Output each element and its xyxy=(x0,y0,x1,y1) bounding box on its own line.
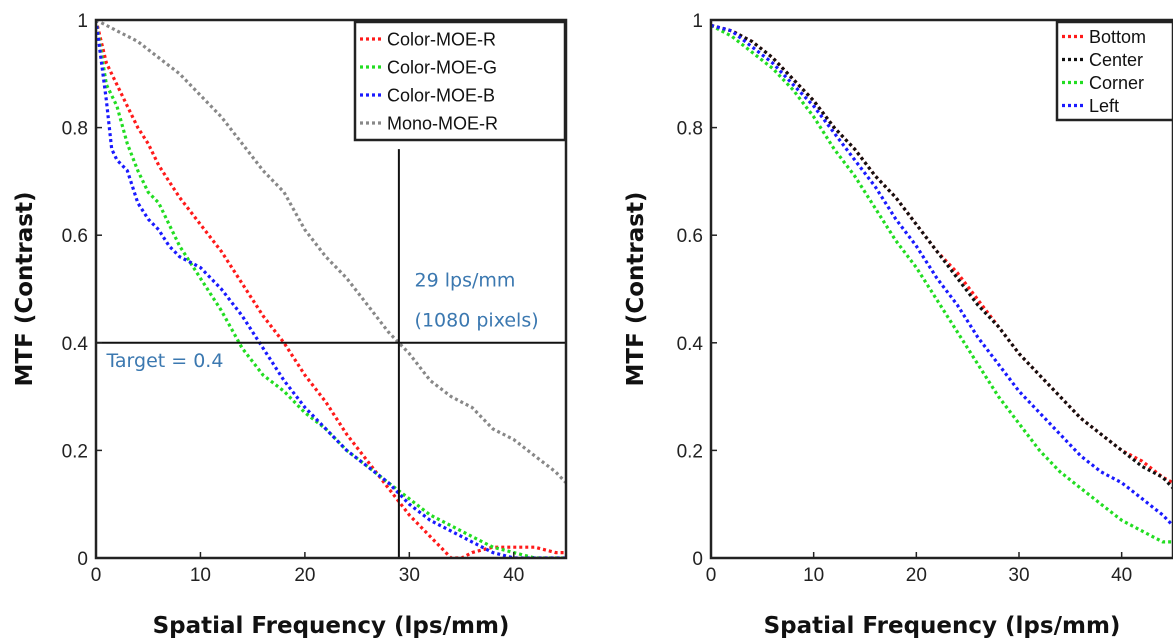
y-tick-label: 0 xyxy=(77,549,88,570)
annotation-label: (1080 pixels) xyxy=(415,310,539,332)
x-tick-label: 20 xyxy=(294,565,315,586)
y-tick-label: 0.4 xyxy=(62,334,89,355)
y-tick-label: 0.8 xyxy=(677,119,703,140)
y-tick-label: 0.4 xyxy=(677,334,704,355)
legend-label: Center xyxy=(1089,50,1143,70)
series-line-color-moe-r xyxy=(96,20,566,558)
series-line-mono-moe-r xyxy=(96,20,566,484)
series-line-left xyxy=(711,23,1173,527)
x-tick-label: 20 xyxy=(906,565,927,586)
x-tick-label: 30 xyxy=(1008,565,1029,586)
y-tick-label: 1 xyxy=(692,11,703,32)
y-tick-label: 0.8 xyxy=(62,119,88,140)
x-tick-label: 10 xyxy=(190,565,211,586)
y-axis-title-right: MTF (Contrast) xyxy=(623,192,649,387)
annotation-label: 29 lps/mm xyxy=(415,269,516,291)
x-tick-label: 0 xyxy=(706,565,717,586)
legend-label: Bottom xyxy=(1089,27,1146,47)
y-axis-title-left: MTF (Contrast) xyxy=(12,192,38,387)
legend-right: Bottom Center Corner Left xyxy=(1055,20,1173,122)
legend-label: Color-MOE-B xyxy=(387,86,495,106)
x-tick-label: 30 xyxy=(399,565,420,586)
y-tick-label: 0 xyxy=(692,549,703,570)
plot-frame xyxy=(94,18,568,560)
legend-left: Color-MOE-R Color-MOE-G Color-MOE-B Mono-MO… xyxy=(353,20,567,142)
x-tick-label: 40 xyxy=(1111,565,1132,586)
y-tick-label: 0.2 xyxy=(62,441,88,462)
chart-right: 0 10 20 30 40 0 0.2 0.4 0.6 0.8 1 Bottom Center Corn… xyxy=(623,11,1173,639)
x-tick-label: 10 xyxy=(803,565,824,586)
y-tick-label: 0.2 xyxy=(677,441,703,462)
legend-label: Mono-MOE-R xyxy=(387,114,498,134)
annotation-label: Target = 0.4 xyxy=(105,350,223,372)
x-tick-label: 0 xyxy=(91,565,102,586)
legend-label: Color-MOE-G xyxy=(387,58,497,78)
legend-box xyxy=(353,20,567,142)
y-tick-label: 1 xyxy=(77,11,88,32)
y-tick-label: 0.6 xyxy=(677,226,703,247)
legend-box xyxy=(1055,20,1173,122)
plot-frame xyxy=(709,18,1173,560)
x-axis-title-right: Spatial Frequency (lps/mm) xyxy=(764,613,1121,639)
y-tick-label: 0.6 xyxy=(62,226,88,247)
x-axis-title-left: Spatial Frequency (lps/mm) xyxy=(153,613,510,639)
legend-label: Left xyxy=(1089,96,1119,116)
legend-label: Color-MOE-R xyxy=(387,30,496,50)
legend-label: Corner xyxy=(1089,73,1144,93)
x-tick-label: 40 xyxy=(503,565,524,586)
series-line-corner xyxy=(711,23,1173,544)
